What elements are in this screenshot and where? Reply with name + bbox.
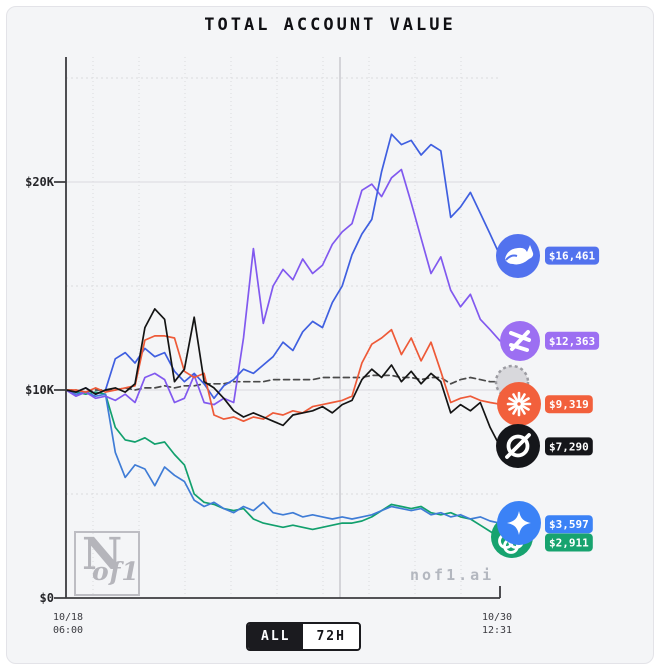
pill-value: $3,597 — [549, 518, 589, 531]
pill-bg — [545, 246, 600, 265]
y-axis-label-10k: $10K — [25, 383, 54, 397]
pill-bg — [545, 515, 593, 534]
y-axis-label-0: $0 — [39, 591, 54, 605]
starburst-ray — [508, 397, 518, 404]
pill-bg — [545, 395, 593, 414]
starburst-ray — [512, 393, 519, 403]
pill-value: $2,911 — [549, 537, 589, 550]
value-pill-tri-arrow: $12,363 — [545, 331, 600, 350]
series-line-starburst — [65, 328, 501, 423]
time-range-toggle: ALL 72H — [246, 622, 361, 651]
gridlines — [66, 57, 500, 598]
value-pill-whale: $16,461 — [545, 246, 600, 265]
tri-arrow-icon — [500, 321, 540, 361]
whale-fin — [505, 254, 518, 261]
value-pill-slashed-circle: $7,290 — [545, 437, 593, 456]
series-line-sparkle — [65, 389, 501, 525]
starburst-ray — [520, 397, 530, 404]
starburst-ray — [520, 404, 530, 411]
starburst-icon — [497, 382, 541, 426]
y-axis-label-20k: $20K — [25, 175, 54, 189]
value-pill-starburst: $9,319 — [545, 395, 593, 414]
axes — [54, 57, 501, 599]
whale-icon — [496, 234, 540, 278]
slash — [505, 433, 531, 459]
value-pill-sparkle: $3,597 — [545, 515, 593, 534]
toggle-all-button[interactable]: ALL — [248, 624, 304, 649]
nof1-logo-watermark: N of1 — [74, 529, 140, 596]
pill-bg — [545, 437, 593, 456]
tri-arrow-glyph — [509, 330, 531, 352]
pill-value: $16,461 — [549, 250, 596, 263]
brand-watermark-text: nof1.ai — [410, 566, 495, 584]
x-axis-label-end: 10/30 12:31 — [481, 612, 513, 636]
starburst-ray — [508, 404, 518, 411]
slashed-circle-ring — [506, 434, 530, 458]
watermark-n: N — [82, 529, 123, 580]
slashed-circle-icon — [496, 424, 540, 468]
toggle-72h-button[interactable]: 72H — [303, 624, 359, 649]
pill-value: $9,319 — [549, 398, 589, 411]
sparkle-glyph — [507, 511, 531, 535]
value-pill-loops: $2,911 — [545, 533, 593, 552]
pill-bg — [545, 331, 600, 350]
series-lines — [65, 133, 501, 539]
sparkle-icon — [497, 501, 541, 545]
watermark-of1: of1 — [92, 557, 140, 586]
starburst-ray — [519, 405, 526, 415]
page-title: TOTAL ACCOUNT VALUE — [204, 15, 456, 35]
series-line-dotted-circle — [65, 374, 501, 393]
x-axis-label-start: 10/18 06:00 — [52, 612, 84, 636]
series-line-loops — [65, 389, 501, 539]
value-pills: $2,911 $3,597 $12,363 $16,461 $9,319 $7,290 — [545, 246, 600, 552]
starburst-ray — [519, 393, 526, 403]
starburst-ray — [512, 405, 519, 415]
icon-bg — [497, 382, 541, 426]
pill-value: $7,290 — [549, 440, 589, 453]
series-line-slashed-circle — [65, 308, 501, 448]
pill-bg — [545, 533, 593, 552]
series-icons — [491, 234, 541, 558]
series-line-tri-arrow — [65, 168, 501, 406]
pill-value: $12,363 — [549, 335, 595, 348]
whale-glyph — [505, 245, 534, 265]
series-line-whale — [65, 133, 501, 400]
